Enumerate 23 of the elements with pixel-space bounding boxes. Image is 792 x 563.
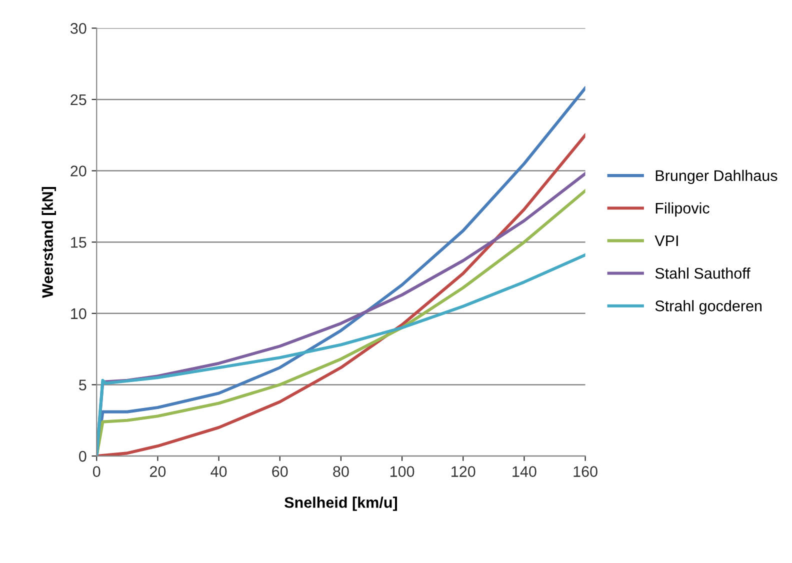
- y-tick-label: 20: [70, 166, 86, 176]
- x-tick-label: 20: [150, 466, 166, 477]
- x-tick-label: 120: [452, 466, 476, 477]
- legend-label: Strahl gocderen: [655, 300, 762, 314]
- x-tick-label: 40: [210, 466, 227, 477]
- x-tick-label: 140: [512, 466, 536, 477]
- x-tick-label: 0: [92, 466, 100, 477]
- legend-label: Brunger Dahlhaus: [656, 170, 778, 184]
- x-tick-label: 60: [272, 466, 288, 477]
- y-tick-label: 10: [71, 308, 86, 320]
- y-tick-label: 0: [79, 450, 86, 462]
- y-tick-label: 30: [70, 23, 86, 34]
- x-tick-label: 80: [333, 466, 349, 477]
- legend-label: Filipovic: [656, 202, 710, 217]
- y-tick-label: 15: [71, 237, 86, 248]
- y-axis-title: Weerstand [kN]: [42, 187, 56, 298]
- y-tick-label: 25: [70, 94, 86, 106]
- legend-label: VPI: [654, 236, 678, 246]
- x-tick-label: 100: [390, 466, 414, 477]
- y-tick-label: 5: [79, 380, 86, 390]
- legend-label: Stahl Sauthoff: [655, 268, 750, 279]
- x-axis-title: Snelheid [km/u]: [284, 496, 397, 511]
- x-tick-label: 160: [574, 466, 598, 477]
